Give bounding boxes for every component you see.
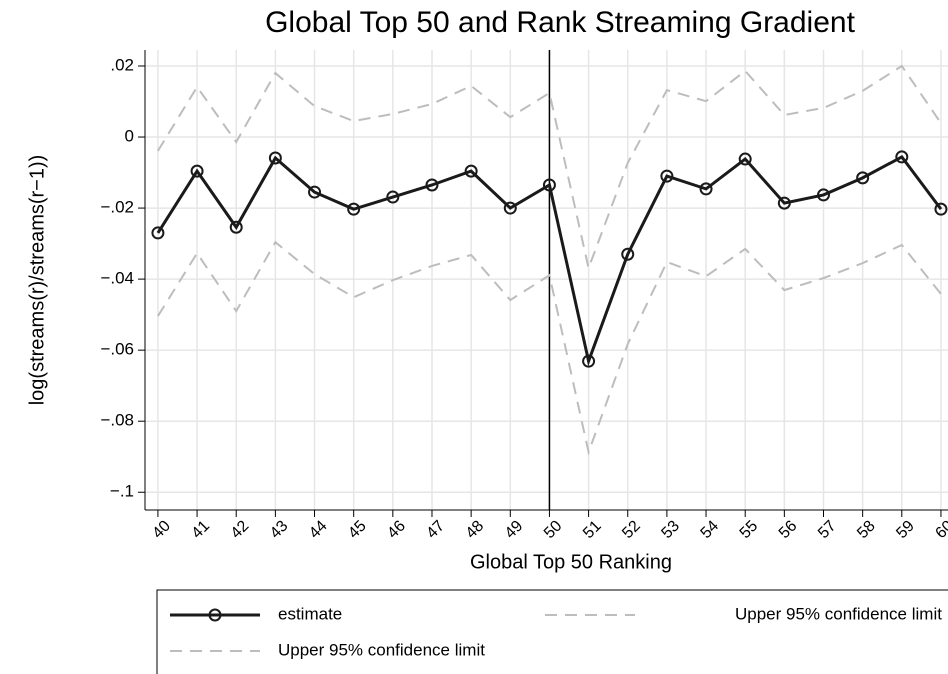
- marker: [816, 188, 830, 202]
- series-line: [157, 240, 942, 456]
- x-axis-label: Global Top 50 Ranking: [470, 551, 672, 573]
- y-axis-label: log(streams(r)/streams(r−1)): [26, 155, 48, 406]
- legend-marker: [208, 608, 222, 622]
- marker: [229, 220, 243, 234]
- marker: [895, 150, 909, 164]
- marker: [699, 182, 713, 196]
- y-tick-label: −.08: [100, 411, 134, 430]
- marker: [268, 151, 282, 165]
- marker: [308, 185, 322, 199]
- marker: [738, 152, 752, 166]
- marker: [660, 169, 674, 183]
- marker: [934, 202, 948, 216]
- series-line: [156, 154, 943, 367]
- marker: [464, 164, 478, 178]
- series-line: [157, 64, 942, 272]
- y-tick-label: −.1: [110, 482, 134, 501]
- legend-label: Upper 95% confidence limit: [278, 640, 485, 659]
- chart-title: Global Top 50 and Rank Streaming Gradien…: [265, 6, 855, 39]
- marker: [151, 226, 165, 240]
- y-tick-label: −.06: [100, 340, 134, 359]
- legend-label: estimate: [278, 604, 342, 623]
- y-tick-label: −.02: [100, 198, 134, 217]
- marker: [856, 171, 870, 185]
- marker: [621, 247, 635, 261]
- marker: [542, 178, 556, 192]
- y-tick-label: −.04: [100, 269, 134, 288]
- marker: [425, 178, 439, 192]
- marker: [190, 164, 204, 178]
- marker: [582, 354, 596, 368]
- marker: [386, 190, 400, 204]
- marker: [503, 201, 517, 215]
- legend-label: Upper 95% confidence limit: [735, 604, 942, 623]
- legend-box: [156, 589, 948, 674]
- y-tick-label: .02: [110, 55, 134, 74]
- marker: [347, 202, 361, 216]
- marker: [777, 196, 791, 210]
- y-tick-label: 0: [125, 127, 134, 146]
